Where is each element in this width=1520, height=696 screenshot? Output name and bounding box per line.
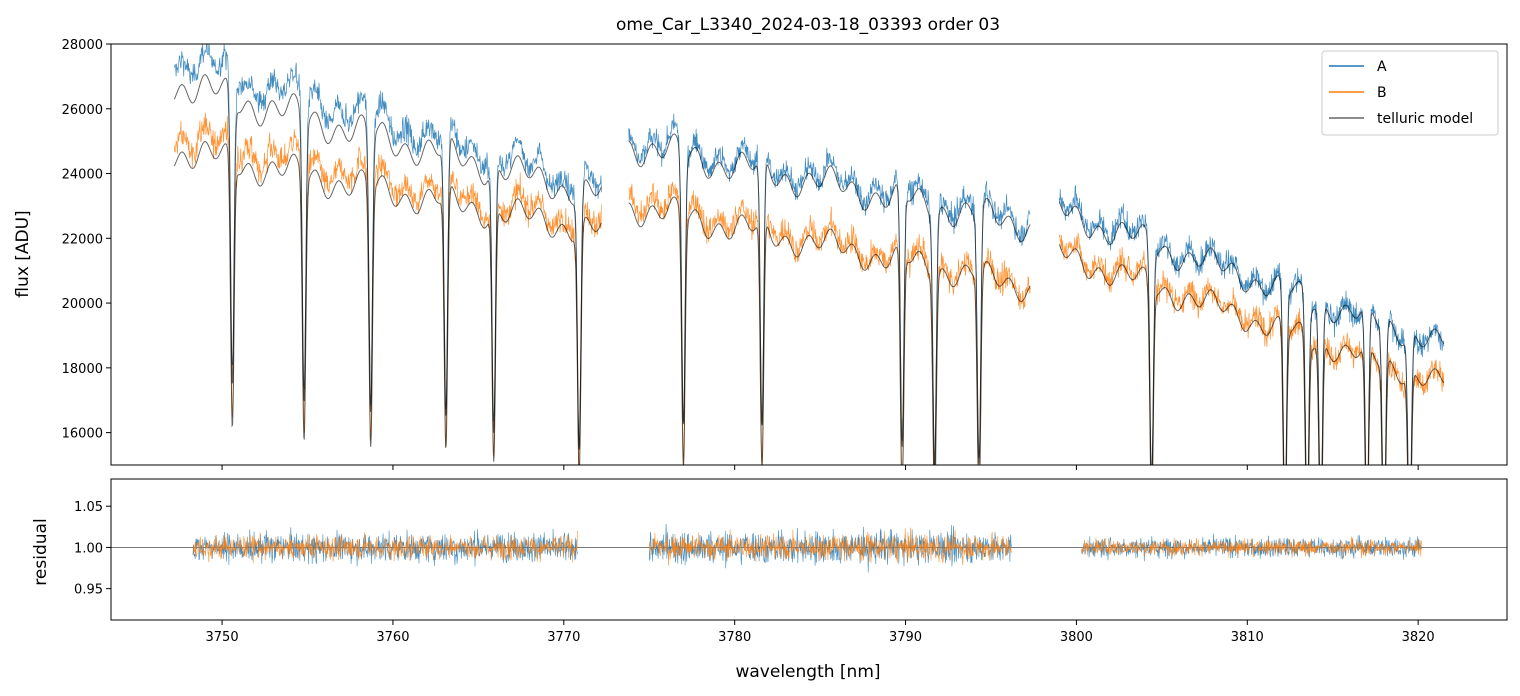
flux-y-tick-label: 22000 bbox=[62, 232, 103, 247]
legend-label-b: B bbox=[1377, 85, 1387, 101]
telluric-model-a-segment-1 bbox=[628, 133, 1031, 465]
telluric-model-b-segment-0 bbox=[173, 140, 602, 465]
residual-axes: 0.95 1.00 1.05 3750 3760 3770 3780 3790 3800 3810… bbox=[74, 500, 1435, 645]
x-tick-label: 3750 bbox=[206, 630, 239, 645]
legend: A B telluric model bbox=[1321, 50, 1499, 136]
telluric-model-b-segment-1 bbox=[628, 196, 1031, 465]
flux-axes-frame bbox=[110, 43, 1508, 466]
legend-box bbox=[1321, 50, 1499, 136]
flux-y-tick-label: 26000 bbox=[62, 103, 103, 118]
x-tick-label: 3820 bbox=[1402, 630, 1435, 645]
flux-y-axis-label: flux [ADU] bbox=[13, 210, 33, 297]
series-a-flux-segment-1 bbox=[628, 113, 1031, 465]
x-tick-label: 3770 bbox=[547, 630, 580, 645]
x-tick-label: 3780 bbox=[718, 630, 751, 645]
flux-y-tick-label: 24000 bbox=[62, 168, 103, 183]
flux-axes: 16000 18000 20000 22000 24000 26000 28000 bbox=[62, 38, 1419, 470]
residual-y-axis-label: residual bbox=[31, 518, 51, 585]
residual-plot-area bbox=[111, 523, 1507, 573]
telluric-model-a-segment-0 bbox=[173, 74, 602, 450]
residual-y-tick-label: 1.05 bbox=[74, 500, 103, 515]
series-a-flux-segment-2 bbox=[1058, 185, 1445, 465]
series-b-flux-segment-1 bbox=[628, 181, 1031, 465]
flux-y-tick-label: 16000 bbox=[62, 427, 103, 442]
series-a-flux-segment-0 bbox=[173, 44, 602, 448]
series-a-residual-segment-1 bbox=[648, 523, 1012, 573]
chart-title: ome_Car_L3340_2024-03-18_03393 order 03 bbox=[616, 15, 1000, 35]
series-b-residual-segment-2 bbox=[1081, 536, 1422, 559]
residual-axes-frame bbox=[110, 478, 1508, 621]
residual-y-tick-label: 0.95 bbox=[74, 583, 103, 598]
flux-y-tick-label: 18000 bbox=[62, 362, 103, 377]
series-b-residual-segment-1 bbox=[648, 527, 1012, 566]
legend-label-telluric: telluric model bbox=[1377, 111, 1473, 127]
x-tick-label: 3800 bbox=[1060, 630, 1093, 645]
flux-y-tick-label: 20000 bbox=[62, 297, 103, 312]
residual-y-tick-label: 1.00 bbox=[74, 541, 103, 556]
x-axis-label: wavelength [nm] bbox=[735, 662, 880, 682]
x-tick-label: 3760 bbox=[376, 630, 409, 645]
series-b-residual-segment-0 bbox=[192, 530, 578, 564]
x-tick-label: 3790 bbox=[889, 630, 922, 645]
telluric-model-a-segment-2 bbox=[1058, 201, 1445, 465]
x-tick-label: 3810 bbox=[1231, 630, 1264, 645]
series-b-flux-segment-0 bbox=[173, 112, 602, 465]
series-a-residual-segment-2 bbox=[1081, 533, 1422, 562]
flux-plot-area bbox=[173, 44, 1445, 465]
legend-label-a: A bbox=[1377, 59, 1387, 75]
flux-y-tick-label: 28000 bbox=[62, 38, 103, 53]
telluric-model-b-segment-2 bbox=[1058, 244, 1445, 465]
series-a-residual-segment-0 bbox=[192, 527, 578, 567]
